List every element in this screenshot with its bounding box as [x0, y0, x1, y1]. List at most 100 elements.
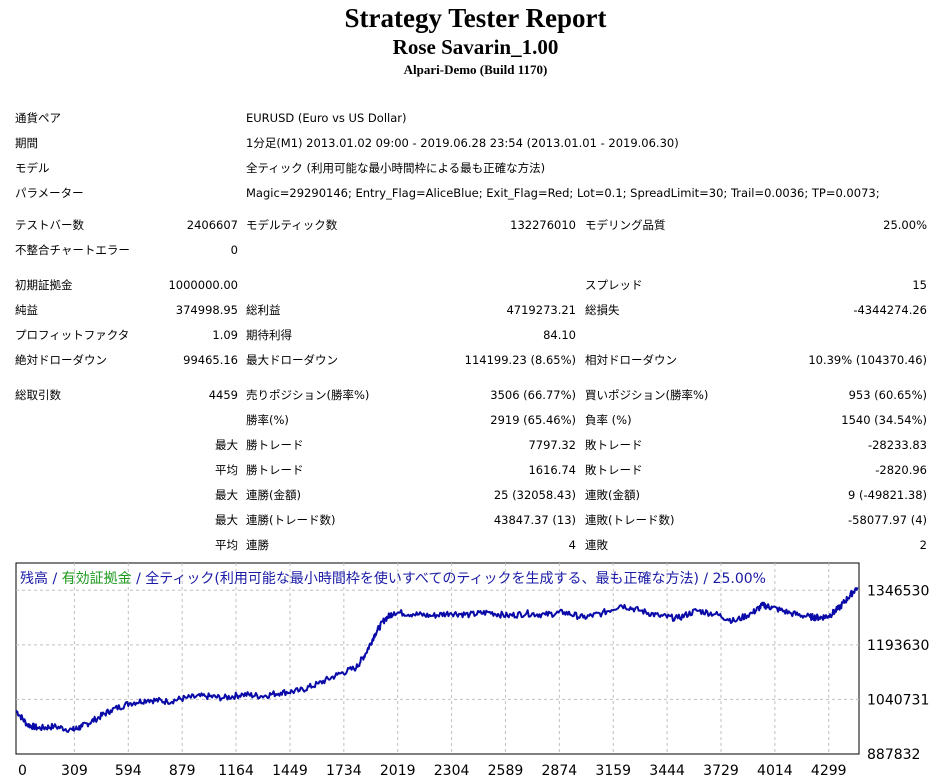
model-label: モデル	[15, 161, 50, 175]
largest-win-label: 勝トレード	[246, 438, 304, 452]
symbol-label: 通貨ペア	[15, 111, 61, 125]
deposit-label: 初期証拠金	[15, 278, 73, 292]
cons-losses-money-label: 連敗(金額)	[585, 488, 640, 502]
mismatch-label: 不整合チャートエラー	[15, 243, 130, 257]
x-tick-label: 3444	[649, 763, 685, 779]
symbol-value: EURUSD (Euro vs US Dollar)	[246, 111, 407, 125]
chart-legend: 残高 / 有効証拠金 / 全ティック(利用可能な最小時間枠を使いすべてのティック…	[20, 570, 766, 587]
y-tick-label: 1346530	[867, 583, 929, 599]
expected-payoff-label: 期待利得	[246, 328, 292, 342]
max-prefix: 最大	[215, 488, 238, 502]
profit-factor-value: 1.09	[212, 328, 238, 342]
report-title: Strategy Tester Report	[344, 3, 607, 33]
y-axis-ticks: 1346530 1193630 1040731 887832	[867, 583, 929, 763]
cons-loss-value: -58077.97 (4)	[848, 513, 927, 527]
net-profit-value: 374998.95	[175, 303, 238, 317]
avg-prefix: 平均	[215, 463, 238, 477]
largest-loss-label: 敗トレード	[585, 438, 643, 452]
loss-rate-value: 1540 (34.54%)	[841, 413, 927, 427]
x-tick-label: 309	[61, 763, 88, 779]
gross-loss-label: 総損失	[585, 303, 620, 317]
quality-value: 25.00%	[883, 218, 927, 232]
x-tick-label: 0	[18, 763, 27, 779]
cons-loss-label: 連敗(トレード数)	[585, 513, 675, 527]
chart-grid	[16, 563, 859, 754]
params-value: Magic=29290146; Entry_Flag=AliceBlue; Ex…	[246, 186, 880, 200]
win-rate-label: 勝率(%)	[246, 413, 289, 427]
cons-wins-money-value: 25 (32058.43)	[493, 488, 576, 502]
x-tick-label: 1449	[272, 763, 308, 779]
max-drawdown-value: 114199.23 (8.65%)	[464, 353, 576, 367]
x-tick-label: 3159	[595, 763, 631, 779]
bars-label: テストバー数	[15, 218, 84, 232]
balance-line	[15, 587, 859, 733]
legend-description: / 全ティック(利用可能な最小時間枠を使いすべてのティックを生成する、最も正確な…	[132, 570, 766, 587]
gross-profit-value: 4719273.21	[506, 303, 576, 317]
short-positions-label: 売りポジション(勝率%)	[246, 388, 370, 402]
max-prefix: 最大	[215, 438, 238, 452]
avg-prefix: 平均	[215, 538, 238, 552]
total-trades-label: 総取引数	[15, 388, 61, 402]
deposit-value: 1000000.00	[168, 278, 238, 292]
max-drawdown-label: 最大ドローダウン	[246, 353, 338, 367]
spread-label: スプレッド	[585, 278, 643, 292]
expected-payoff-value: 84.10	[543, 328, 576, 342]
period-value: 1分足(M1) 2013.01.02 09:00 - 2019.06.28 23…	[246, 136, 679, 150]
model-value: 全ティック (利用可能な最小時間枠による最も正確な方法)	[246, 161, 546, 175]
total-trades-value: 4459	[208, 388, 238, 402]
gross-loss-value: -4344274.26	[853, 303, 927, 317]
avg-cons-wins-value: 4	[568, 538, 576, 552]
balance-chart: 残高 / 有効証拠金 / 全ティック(利用可能な最小時間枠を使いすべてのティック…	[15, 562, 929, 779]
cons-losses-money-value: 9 (-49821.38)	[848, 488, 927, 502]
avg-cons-wins-label: 連勝	[246, 538, 269, 552]
avg-win-value: 1616.74	[528, 463, 576, 477]
short-positions-value: 3506 (66.77%)	[490, 388, 576, 402]
cons-wins-money-label: 連勝(金額)	[246, 488, 301, 502]
long-positions-label: 買いポジション(勝率%)	[585, 388, 709, 402]
gross-profit-label: 総利益	[246, 303, 281, 317]
cons-profit-value: 43847.37 (13)	[493, 513, 576, 527]
server-build: Alpari-Demo (Build 1170)	[403, 62, 548, 77]
x-tick-label: 2304	[434, 763, 470, 779]
quality-label: モデリング品質	[585, 218, 666, 232]
x-tick-label: 879	[169, 763, 196, 779]
cons-profit-label: 連勝(トレード数)	[246, 513, 336, 527]
profit-factor-label: プロフィットファクタ	[15, 328, 130, 342]
legend-equity: 有効証拠金	[62, 571, 132, 587]
y-tick-label: 887832	[867, 747, 920, 763]
avg-win-label: 勝トレード	[246, 463, 304, 477]
x-tick-label: 1734	[326, 763, 362, 779]
rel-drawdown-label: 相対ドローダウン	[585, 353, 677, 367]
legend-balance: 残高	[20, 570, 48, 587]
chart-frame	[15, 562, 860, 755]
avg-loss-value: -2820.96	[875, 463, 927, 477]
rel-drawdown-value: 10.39% (104370.46)	[808, 353, 927, 367]
avg-loss-label: 敗トレード	[585, 463, 643, 477]
y-tick-label: 1040731	[867, 692, 929, 708]
x-tick-label: 1164	[218, 763, 254, 779]
x-tick-label: 4014	[757, 763, 793, 779]
avg-cons-losses-value: 2	[919, 538, 927, 552]
ea-name: Rose Savarin_1.00	[392, 35, 559, 59]
largest-loss-value: -28233.83	[867, 438, 927, 452]
y-tick-label: 1193630	[867, 638, 929, 654]
legend-sep: /	[48, 571, 62, 587]
x-tick-label: 2589	[488, 763, 524, 779]
mismatch-value: 0	[230, 243, 238, 257]
x-tick-label: 2019	[380, 763, 416, 779]
abs-drawdown-value: 99465.16	[183, 353, 238, 367]
ticks-value: 132276010	[510, 218, 576, 232]
x-tick-label: 2874	[542, 763, 578, 779]
long-positions-value: 953 (60.65%)	[848, 388, 927, 402]
x-axis-ticks: 0 309 594 879 1164 1449 1734 2019 2304 2589 2874 31…	[18, 763, 847, 779]
net-profit-label: 純益	[15, 303, 38, 317]
loss-rate-label: 負率 (%)	[585, 413, 632, 427]
x-tick-label: 594	[115, 763, 142, 779]
x-tick-label: 3729	[703, 763, 739, 779]
spread-value: 15	[912, 278, 927, 292]
win-rate-value: 2919 (65.46%)	[490, 413, 576, 427]
largest-win-value: 7797.32	[528, 438, 576, 452]
params-label: パラメーター	[15, 186, 84, 200]
ticks-label: モデルティック数	[246, 218, 338, 232]
period-label: 期間	[15, 136, 38, 150]
